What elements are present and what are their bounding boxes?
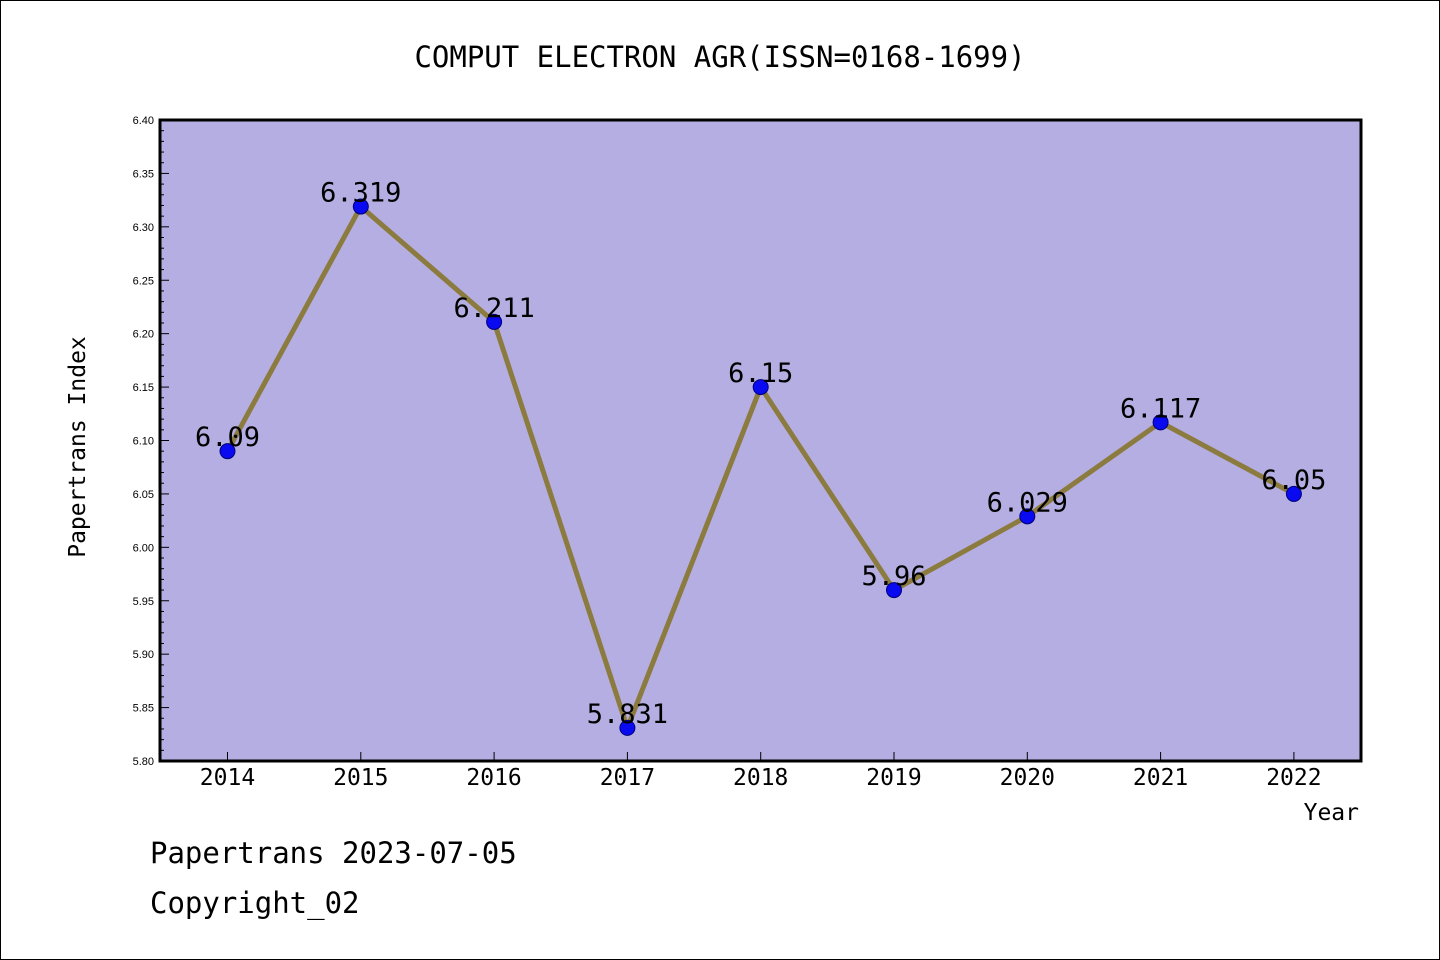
x-tick-label: 2020 — [1000, 765, 1055, 791]
y-tick-label: 5.80 — [133, 756, 154, 768]
data-label: 6.05 — [1261, 465, 1326, 496]
y-tick-label: 5.90 — [133, 649, 154, 661]
y-tick-label: 6.15 — [133, 382, 154, 394]
data-point — [352, 198, 369, 215]
y-tick-label: 5.95 — [133, 596, 154, 608]
x-axis-label: Year — [1304, 800, 1359, 826]
x-tick-label: 2018 — [733, 765, 788, 791]
data-label: 6.15 — [728, 358, 793, 389]
plot-border — [158, 118, 1363, 763]
data-point — [1019, 508, 1036, 525]
y-tick-label: 6.25 — [133, 275, 154, 287]
x-tick-label: 2015 — [333, 765, 388, 791]
plot-area — [160, 120, 1361, 761]
y-tick-label: 6.10 — [133, 436, 154, 448]
chart-title: COMPUT ELECTRON AGR(ISSN=0168-1699) — [414, 40, 1025, 74]
series-group — [219, 198, 1302, 736]
x-tick-label: 2022 — [1266, 765, 1321, 791]
y-tick-label: 6.35 — [133, 168, 154, 180]
data-label: 6.117 — [1120, 393, 1201, 424]
data-point — [1152, 414, 1169, 431]
data-point — [1285, 485, 1302, 502]
y-tick-label: 6.00 — [133, 542, 154, 554]
footer-copyright: Copyright_02 — [150, 886, 360, 920]
y-tick-label: 6.30 — [133, 222, 154, 234]
y-tick-label: 6.05 — [133, 489, 154, 501]
x-tick-label: 2016 — [466, 765, 521, 791]
data-point — [752, 379, 769, 396]
x-tick-label: 2014 — [200, 765, 255, 791]
data-label: 6.319 — [320, 178, 401, 209]
y-tick-label: 5.85 — [133, 703, 154, 715]
data-label: 6.029 — [987, 487, 1068, 518]
y-axis-label: Papertrans Index — [65, 336, 91, 558]
x-tick-label: 2019 — [866, 765, 921, 791]
data-point — [886, 582, 902, 599]
x-tick-label: 2017 — [600, 765, 655, 791]
data-label: 6.211 — [453, 293, 534, 324]
footer-credit: Papertrans 2023-07-05 — [150, 836, 517, 870]
data-labels: 6.09 6.319 6.211 5.831 6.15 5.96 6.029 6.117 6.0… — [195, 178, 1326, 730]
data-label: 5.96 — [861, 561, 926, 592]
data-point — [486, 313, 503, 330]
y-tick-label: 6.20 — [133, 329, 154, 341]
data-label: 5.831 — [587, 699, 668, 730]
x-axis: 2014 2015 2016 2017 2018 2019 2020 2021 2022 — [200, 752, 1322, 791]
y-tick-label: 6.40 — [133, 115, 154, 127]
data-label: 6.09 — [195, 422, 260, 453]
data-point — [619, 719, 636, 736]
data-point — [219, 443, 236, 460]
x-tick-label: 2021 — [1133, 765, 1188, 791]
y-axis: 5.80 5.85 5.90 5.95 6.00 6.05 6.10 6.15 6.20 6.25… — [133, 115, 169, 768]
